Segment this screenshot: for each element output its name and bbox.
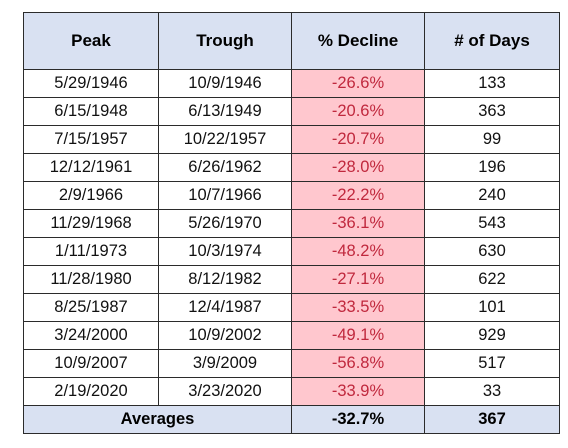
trough-date-cell: 10/9/1946: [158, 69, 292, 98]
bear-market-table: Peak Trough % Decline # of Days 5/29/194…: [23, 12, 560, 434]
days-count-cell: 363: [424, 97, 560, 126]
peak-date-cell: 2/9/1966: [23, 181, 159, 210]
column-header-decline: % Decline: [291, 12, 425, 70]
trough-date-cell: 8/12/1982: [158, 265, 292, 294]
column-header-days: # of Days: [424, 12, 560, 70]
days-count-cell: 99: [424, 125, 560, 154]
trough-date-cell: 10/22/1957: [158, 125, 292, 154]
decline-percent-cell: -20.6%: [291, 97, 425, 126]
peak-date-cell: 3/24/2000: [23, 321, 159, 350]
table-row: 12/12/1961 6/26/1962 -28.0% 196: [23, 153, 560, 182]
table-row: 2/19/2020 3/23/2020 -33.9% 33: [23, 377, 560, 406]
decline-percent-cell: -48.2%: [291, 237, 425, 266]
decline-percent-cell: -33.5%: [291, 293, 425, 322]
decline-percent-cell: -36.1%: [291, 209, 425, 238]
averages-decline: -32.7%: [291, 405, 425, 434]
averages-days: 367: [424, 405, 560, 434]
trough-date-cell: 12/4/1987: [158, 293, 292, 322]
trough-date-cell: 6/26/1962: [158, 153, 292, 182]
trough-date-cell: 10/7/1966: [158, 181, 292, 210]
table-row: 2/9/1966 10/7/1966 -22.2% 240: [23, 181, 560, 210]
peak-date-cell: 10/9/2007: [23, 349, 159, 378]
trough-date-cell: 3/23/2020: [158, 377, 292, 406]
averages-label: Averages: [23, 405, 292, 434]
trough-date-cell: 5/26/1970: [158, 209, 292, 238]
peak-date-cell: 6/15/1948: [23, 97, 159, 126]
days-count-cell: 240: [424, 181, 560, 210]
days-count-cell: 630: [424, 237, 560, 266]
decline-percent-cell: -56.8%: [291, 349, 425, 378]
days-count-cell: 517: [424, 349, 560, 378]
peak-date-cell: 11/29/1968: [23, 209, 159, 238]
days-count-cell: 543: [424, 209, 560, 238]
header-row: Peak Trough % Decline # of Days: [23, 12, 560, 70]
table-row: 6/15/1948 6/13/1949 -20.6% 363: [23, 97, 560, 126]
days-count-cell: 622: [424, 265, 560, 294]
days-count-cell: 133: [424, 69, 560, 98]
peak-date-cell: 1/11/1973: [23, 237, 159, 266]
table-row: 8/25/1987 12/4/1987 -33.5% 101: [23, 293, 560, 322]
table-row: 5/29/1946 10/9/1946 -26.6% 133: [23, 69, 560, 98]
peak-date-cell: 2/19/2020: [23, 377, 159, 406]
peak-date-cell: 11/28/1980: [23, 265, 159, 294]
bear-market-table-container: Peak Trough % Decline # of Days 5/29/194…: [23, 12, 560, 434]
table-row: 10/9/2007 3/9/2009 -56.8% 517: [23, 349, 560, 378]
decline-percent-cell: -22.2%: [291, 181, 425, 210]
days-count-cell: 929: [424, 321, 560, 350]
peak-date-cell: 5/29/1946: [23, 69, 159, 98]
trough-date-cell: 6/13/1949: [158, 97, 292, 126]
decline-percent-cell: -27.1%: [291, 265, 425, 294]
column-header-peak: Peak: [23, 12, 159, 70]
peak-date-cell: 7/15/1957: [23, 125, 159, 154]
trough-date-cell: 10/9/2002: [158, 321, 292, 350]
averages-row: Averages -32.7% 367: [23, 405, 560, 434]
peak-date-cell: 12/12/1961: [23, 153, 159, 182]
trough-date-cell: 10/3/1974: [158, 237, 292, 266]
days-count-cell: 33: [424, 377, 560, 406]
table-row: 1/11/1973 10/3/1974 -48.2% 630: [23, 237, 560, 266]
table-row: 11/28/1980 8/12/1982 -27.1% 622: [23, 265, 560, 294]
table-body: 5/29/1946 10/9/1946 -26.6% 133 6/15/1948 6/13…: [23, 69, 560, 406]
table-row: 3/24/2000 10/9/2002 -49.1% 929: [23, 321, 560, 350]
decline-percent-cell: -33.9%: [291, 377, 425, 406]
decline-percent-cell: -49.1%: [291, 321, 425, 350]
trough-date-cell: 3/9/2009: [158, 349, 292, 378]
peak-date-cell: 8/25/1987: [23, 293, 159, 322]
days-count-cell: 196: [424, 153, 560, 182]
decline-percent-cell: -20.7%: [291, 125, 425, 154]
table-row: 7/15/1957 10/22/1957 -20.7% 99: [23, 125, 560, 154]
days-count-cell: 101: [424, 293, 560, 322]
column-header-trough: Trough: [158, 12, 292, 70]
decline-percent-cell: -28.0%: [291, 153, 425, 182]
decline-percent-cell: -26.6%: [291, 69, 425, 98]
table-row: 11/29/1968 5/26/1970 -36.1% 543: [23, 209, 560, 238]
